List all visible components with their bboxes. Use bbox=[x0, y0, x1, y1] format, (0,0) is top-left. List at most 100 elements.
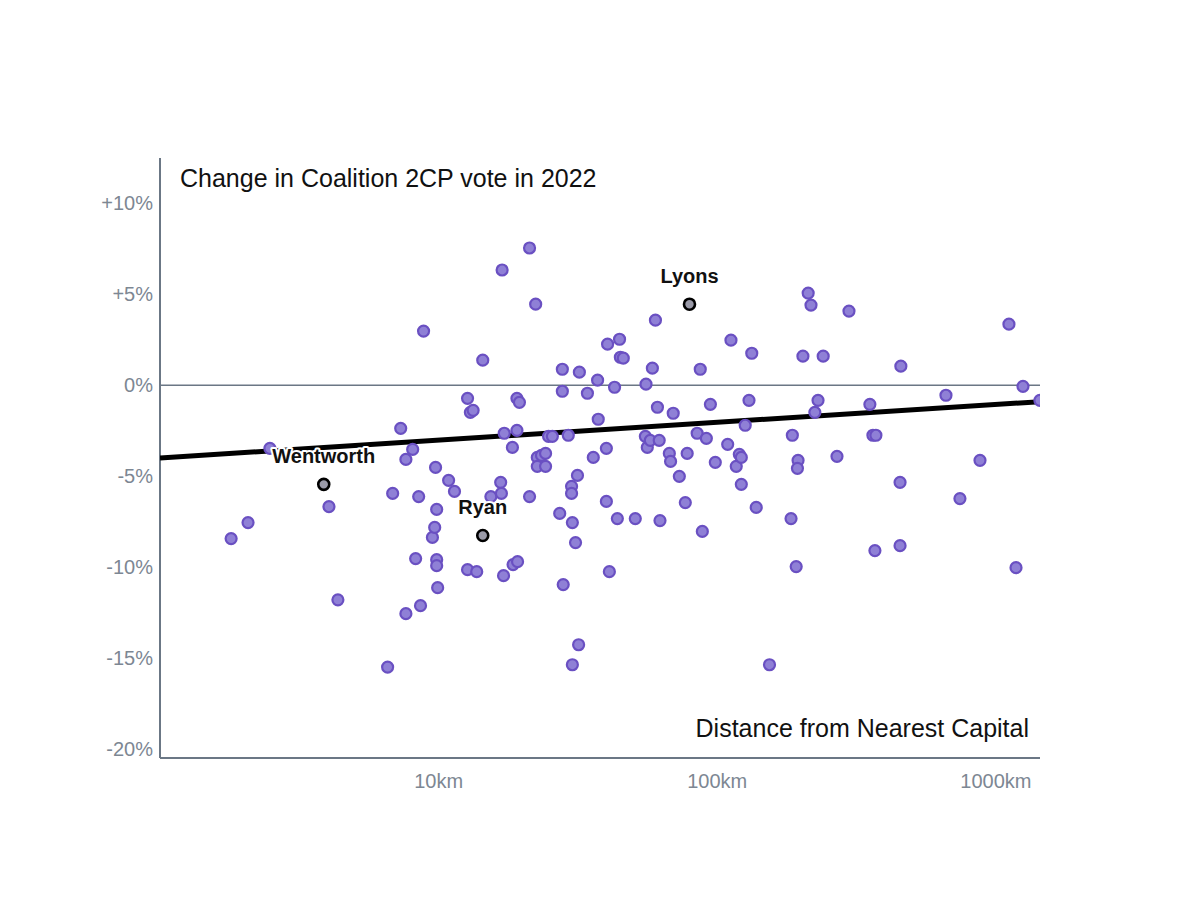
point bbox=[787, 430, 798, 441]
annotation-label: Lyons bbox=[660, 265, 718, 287]
point bbox=[449, 486, 460, 497]
chart: +10%+5%0%-5%-10%-15%-20%10km100km1000kmW… bbox=[0, 0, 1200, 902]
point bbox=[665, 456, 676, 467]
point bbox=[243, 517, 254, 528]
point bbox=[654, 515, 665, 526]
point bbox=[554, 508, 565, 519]
point bbox=[764, 659, 775, 670]
point bbox=[843, 306, 854, 317]
point bbox=[524, 243, 535, 254]
highlighted-point bbox=[477, 530, 488, 541]
point bbox=[540, 448, 551, 459]
point bbox=[1017, 381, 1028, 392]
point bbox=[407, 444, 418, 455]
point bbox=[557, 386, 568, 397]
highlighted-point bbox=[684, 299, 695, 310]
point bbox=[797, 351, 808, 362]
plot-area bbox=[160, 243, 1040, 673]
point bbox=[791, 561, 802, 572]
y-tick-label: +5% bbox=[112, 283, 153, 305]
point bbox=[710, 457, 721, 468]
point bbox=[512, 556, 523, 567]
point bbox=[614, 334, 625, 345]
point bbox=[477, 355, 488, 366]
point bbox=[650, 315, 661, 326]
point bbox=[869, 545, 880, 556]
point bbox=[593, 414, 604, 425]
point bbox=[609, 382, 620, 393]
point bbox=[574, 367, 585, 378]
point bbox=[803, 288, 814, 299]
point bbox=[547, 431, 558, 442]
point bbox=[618, 353, 629, 364]
point bbox=[1003, 319, 1014, 330]
point bbox=[746, 348, 757, 359]
highlighted-point bbox=[318, 479, 329, 490]
point bbox=[674, 471, 685, 482]
point bbox=[641, 379, 652, 390]
annotation-label: Ryan bbox=[458, 496, 507, 518]
point bbox=[592, 375, 603, 386]
point bbox=[940, 390, 951, 401]
point bbox=[954, 493, 965, 504]
y-tick-label: +10% bbox=[101, 192, 153, 214]
point bbox=[736, 479, 747, 490]
point bbox=[1011, 562, 1022, 573]
point bbox=[514, 397, 525, 408]
point bbox=[557, 364, 568, 375]
point bbox=[818, 351, 829, 362]
point bbox=[740, 420, 751, 431]
point bbox=[895, 540, 906, 551]
point bbox=[705, 399, 716, 410]
point bbox=[588, 452, 599, 463]
point bbox=[563, 430, 574, 441]
point bbox=[697, 526, 708, 537]
point bbox=[410, 553, 421, 564]
y-tick-label: -20% bbox=[106, 738, 153, 760]
point bbox=[511, 425, 522, 436]
point bbox=[462, 393, 473, 404]
point bbox=[323, 501, 334, 512]
point bbox=[870, 430, 881, 441]
point bbox=[432, 582, 443, 593]
point bbox=[682, 448, 693, 459]
point bbox=[443, 475, 454, 486]
y-tick-label: -10% bbox=[106, 556, 153, 578]
point bbox=[567, 659, 578, 670]
point bbox=[736, 452, 747, 463]
title: Change in Coalition 2CP vote in 2022 bbox=[180, 164, 597, 192]
point bbox=[582, 388, 593, 399]
point bbox=[429, 522, 440, 533]
point bbox=[652, 402, 663, 413]
y-tick-label: 0% bbox=[124, 374, 153, 396]
point bbox=[572, 470, 583, 481]
x-tick-label: 1000km bbox=[960, 770, 1031, 792]
point bbox=[668, 408, 679, 419]
point bbox=[431, 504, 442, 515]
point bbox=[226, 533, 237, 544]
point bbox=[524, 491, 535, 502]
annotation-label: Wentworth bbox=[272, 445, 375, 467]
point bbox=[601, 443, 612, 454]
annotations: Wentworth Ryan Lyons bbox=[272, 265, 718, 518]
point bbox=[540, 461, 551, 472]
point bbox=[418, 326, 429, 337]
point bbox=[382, 662, 393, 673]
point bbox=[602, 339, 613, 350]
point bbox=[786, 513, 797, 524]
x-axis bbox=[160, 757, 1040, 759]
point bbox=[805, 300, 816, 311]
point bbox=[743, 395, 754, 406]
point bbox=[413, 491, 424, 502]
point bbox=[495, 477, 506, 488]
point bbox=[809, 407, 820, 418]
point bbox=[400, 608, 411, 619]
point bbox=[751, 502, 762, 513]
x-axis-label: Distance from Nearest Capital bbox=[696, 714, 1029, 742]
point bbox=[831, 451, 842, 462]
point bbox=[468, 405, 479, 416]
point bbox=[387, 488, 398, 499]
point bbox=[813, 395, 824, 406]
point bbox=[415, 600, 426, 611]
point bbox=[566, 488, 577, 499]
